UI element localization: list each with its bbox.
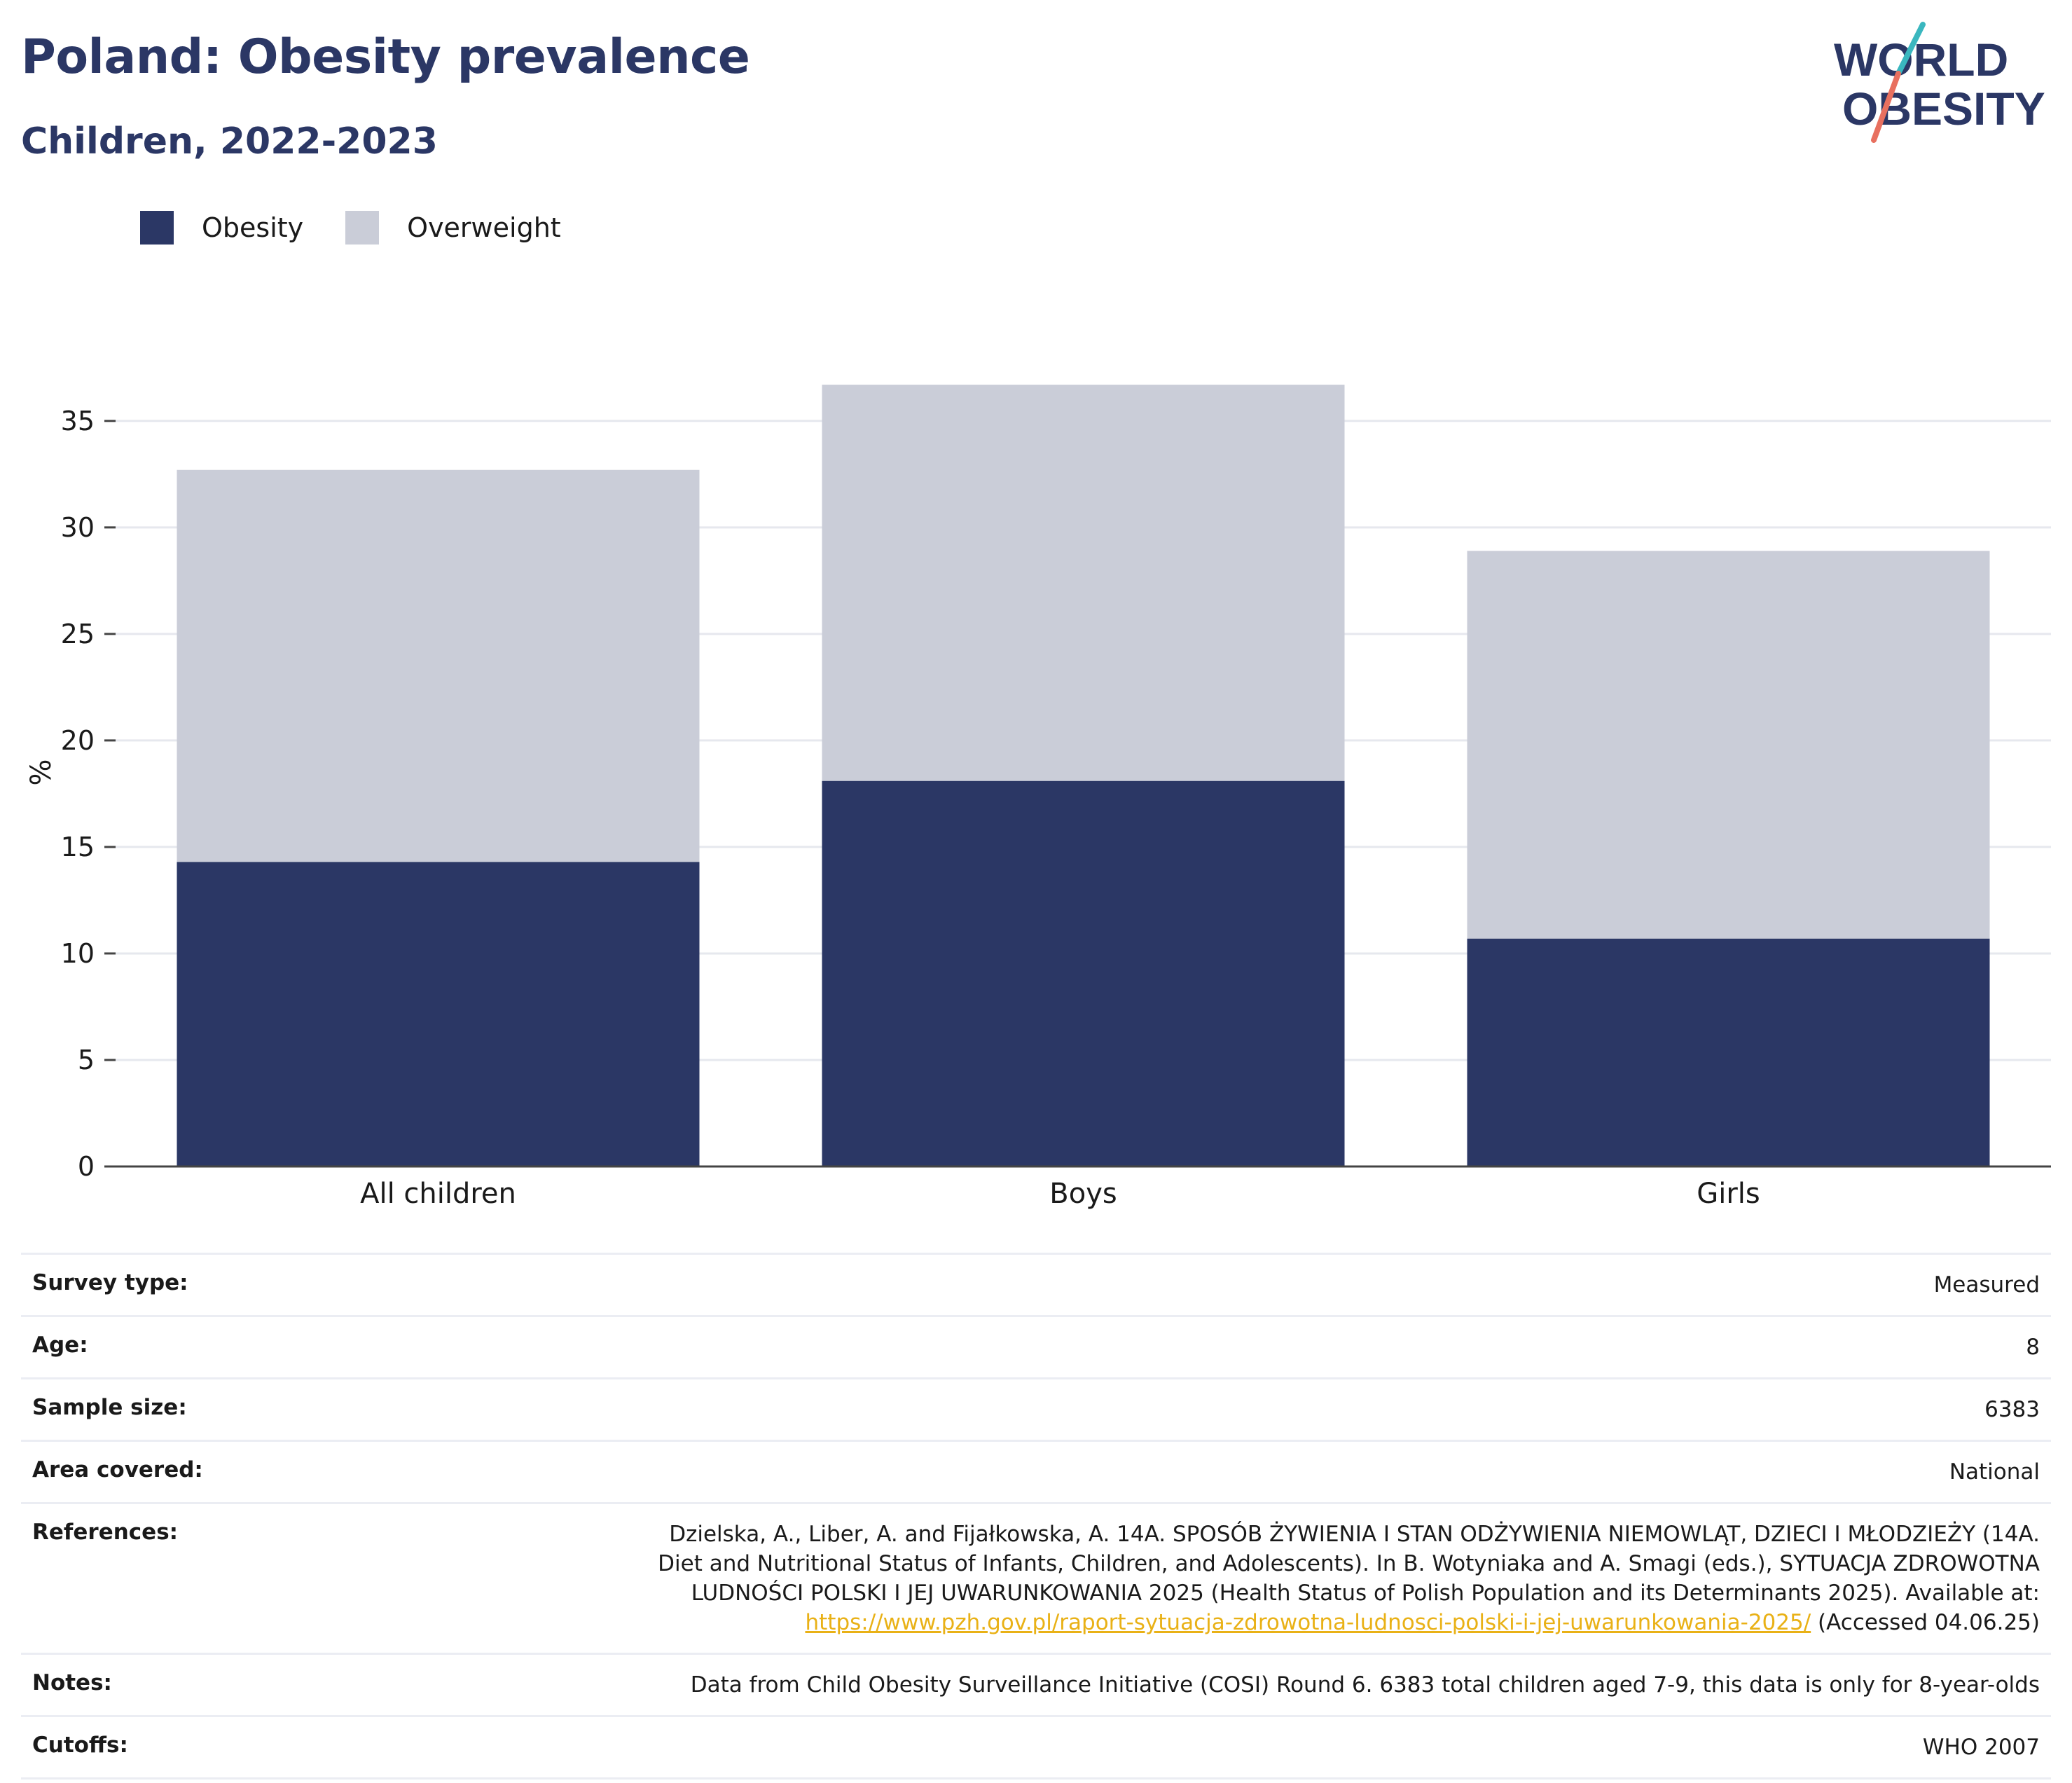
reference-link[interactable]: https://www.pzh.gov.pl/raport-sytuacja-z… xyxy=(805,1610,1811,1635)
info-row-age: Age: 8 xyxy=(21,1315,2051,1377)
chart-subtitle: Children, 2022-2023 xyxy=(21,121,438,163)
reference-line: Dzielska, A., Liber, A. and Fijałkowska,… xyxy=(669,1522,2040,1547)
info-row-cutoffs: Cutoffs: WHO 2007 xyxy=(21,1715,2051,1779)
bar-overweight-girls xyxy=(1467,551,1990,939)
x-tick-label: Boys xyxy=(1049,1178,1117,1210)
reference-accessed: (Accessed 04.06.25) xyxy=(1811,1610,2040,1635)
chart-title: Poland: Obesity prevalence xyxy=(21,29,750,85)
info-label: Cutoffs: xyxy=(32,1733,128,1758)
y-tick-label: 5 xyxy=(78,1045,95,1075)
bar-overweight-boys xyxy=(822,385,1345,781)
y-tick-label: 25 xyxy=(61,619,95,649)
y-tick-label: 30 xyxy=(61,512,95,543)
info-label: Survey type: xyxy=(32,1270,188,1295)
y-tick-label: 0 xyxy=(78,1151,95,1182)
chart-legend: Obesity Overweight xyxy=(140,210,603,245)
info-value: Data from Child Obesity Surveillance Ini… xyxy=(690,1672,2040,1698)
bar-overweight-all-children xyxy=(177,469,700,862)
info-row-notes: Notes: Data from Child Obesity Surveilla… xyxy=(21,1653,2051,1715)
legend-swatch-obesity xyxy=(140,211,174,245)
info-label: References: xyxy=(32,1520,179,1545)
y-tick-label: 10 xyxy=(61,938,95,969)
info-value: Measured xyxy=(1933,1272,2040,1297)
info-value-references: Dzielska, A., Liber, A. and Fijałkowska,… xyxy=(396,1520,2040,1637)
x-tick-label: Girls xyxy=(1697,1178,1760,1210)
world-obesity-logo: WORLD OBESITY xyxy=(1834,22,2045,143)
y-axis-label: % xyxy=(25,759,57,785)
stacked-bar-chart: 0 5 10 15 20 25 30 35% All children Boys Girls xyxy=(25,385,2051,1210)
info-value: WHO 2007 xyxy=(1922,1735,2040,1760)
y-tick-label: 35 xyxy=(61,406,95,436)
info-label: Area covered: xyxy=(32,1457,203,1482)
info-label: Sample size: xyxy=(32,1395,187,1420)
y-tick-label: 20 xyxy=(61,725,95,756)
logo-text-obesity: OBESITY xyxy=(1842,83,2045,135)
bar-obesity-girls xyxy=(1467,938,1990,1166)
legend-swatch-overweight xyxy=(345,211,380,245)
info-row-area-covered: Area covered: National xyxy=(21,1440,2051,1502)
info-row-survey-type: Survey type: Measured xyxy=(21,1253,2051,1315)
legend-item-obesity[interactable]: Obesity xyxy=(140,211,303,245)
x-tick-label: All children xyxy=(360,1178,516,1210)
info-value: 6383 xyxy=(1984,1397,2040,1422)
logo-slash-coral xyxy=(1871,71,1901,143)
logo-slash-teal xyxy=(1895,22,1926,76)
info-value: National xyxy=(1949,1459,2040,1485)
info-label: Notes: xyxy=(32,1670,112,1695)
info-row-sample-size: Sample size: 6383 xyxy=(21,1377,2051,1440)
info-value: 8 xyxy=(2026,1335,2040,1360)
legend-label-overweight: Overweight xyxy=(407,212,561,243)
info-label: Age: xyxy=(32,1333,88,1358)
info-row-references: References: Dzielska, A., Liber, A. and … xyxy=(21,1502,2051,1653)
y-tick-label: 15 xyxy=(61,832,95,862)
reference-line: LUDNOŚCI POLSKI I JEJ UWARUNKOWANIA 2025… xyxy=(691,1581,2040,1606)
logo-text-world: WORLD xyxy=(1834,34,2008,85)
legend-label-obesity: Obesity xyxy=(202,212,304,243)
survey-info-table: Survey type: Measured Age: 8 Sample size… xyxy=(21,1253,2051,1779)
bar-obesity-all-children xyxy=(177,862,700,1166)
bar-obesity-boys xyxy=(822,780,1345,1166)
reference-line: Diet and Nutritional Status of Infants, … xyxy=(658,1551,2040,1576)
legend-item-overweight[interactable]: Overweight xyxy=(345,211,561,245)
